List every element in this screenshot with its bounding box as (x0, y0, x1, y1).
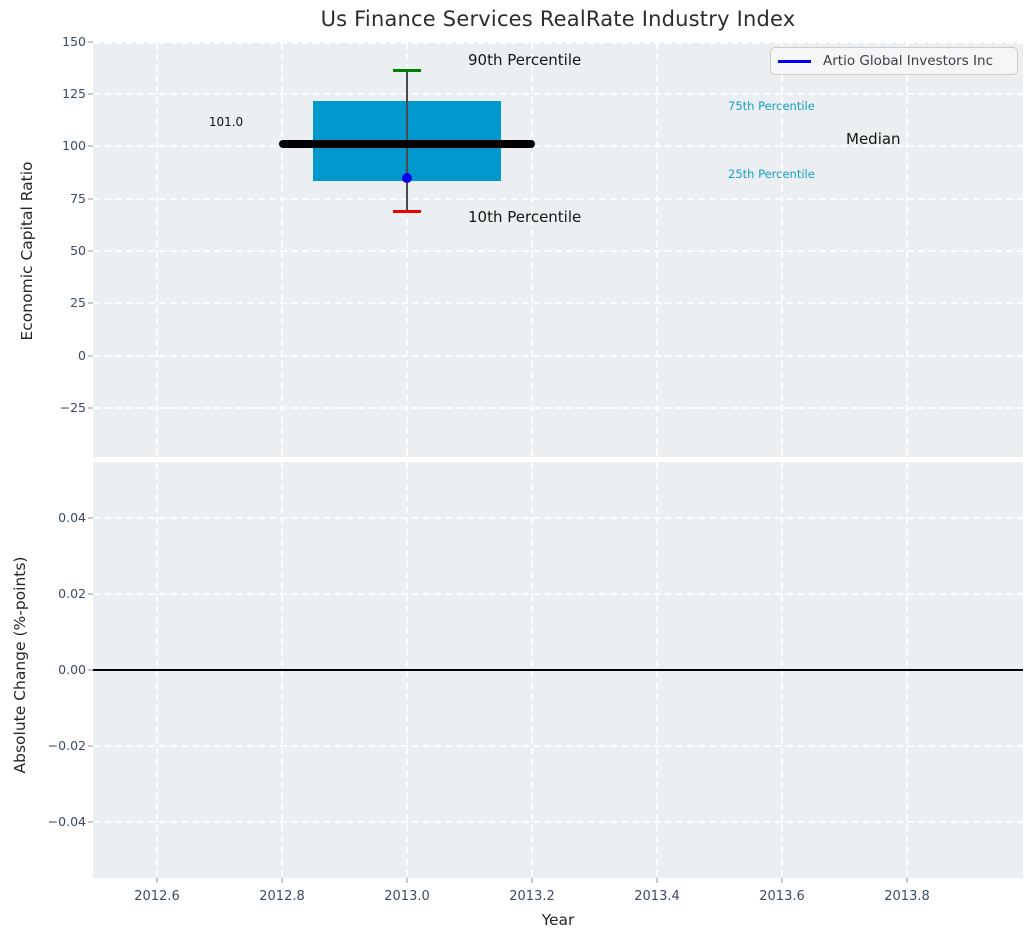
gridline-h (93, 249, 1023, 252)
p10-cap (393, 209, 421, 213)
gridline-v (781, 42, 783, 457)
gridline-h (93, 517, 1023, 520)
gridline-h (93, 354, 1023, 357)
gridline-h (93, 42, 1023, 44)
legend: Artio Global Investors Inc (770, 47, 1018, 75)
y-tick-mark (88, 197, 93, 200)
y-tick-label: 125 (62, 85, 86, 101)
y-tick-label: −0.02 (47, 737, 86, 753)
y-tick-mark (88, 249, 93, 252)
y-tick-mark (88, 517, 93, 520)
annotation-median-value: 101.0 (208, 115, 244, 130)
x-tick-label: 2013.6 (759, 889, 805, 904)
x-tick-label: 2012.6 (134, 889, 180, 904)
gridline-h (93, 744, 1023, 747)
annotation-median: Median (846, 130, 901, 149)
x-tick-mark (781, 878, 783, 883)
y-tick-label: 0.02 (58, 586, 86, 602)
y-tick-mark (88, 593, 93, 596)
gridline-v (531, 42, 533, 457)
y-tick-mark (88, 406, 93, 409)
x-tick-label: 2013.0 (384, 889, 430, 904)
gridline-v (406, 42, 408, 457)
y-tick-mark (88, 145, 93, 148)
gridline-v (281, 42, 283, 457)
annotation-75th-percentile: 75th Percentile (728, 99, 815, 114)
median-line (278, 140, 536, 149)
y-tick-label: 150 (62, 33, 86, 49)
gridline-h (93, 406, 1023, 409)
x-tick-label: 2012.8 (259, 889, 305, 904)
gridline-h (93, 820, 1023, 823)
annotation-10th-percentile: 10th Percentile (468, 208, 582, 227)
legend-series-label: Artio Global Investors Inc (823, 53, 993, 69)
gridline-h (93, 145, 1023, 148)
x-tick-mark (281, 878, 283, 883)
chart-title: Us Finance Services RealRate Industry In… (320, 7, 796, 31)
annotation-90th-percentile: 90th Percentile (468, 51, 582, 70)
x-tick-mark (406, 878, 408, 883)
p90-cap (393, 69, 421, 73)
gridline-h (93, 593, 1023, 596)
x-tick-mark (156, 878, 158, 883)
x-tick-label: 2013.8 (884, 889, 930, 904)
company-data-point (402, 172, 412, 183)
x-tick-mark (906, 878, 908, 883)
y-tick-mark (88, 669, 93, 671)
gridline-h (93, 302, 1023, 305)
zero-line (93, 669, 1023, 671)
y-tick-mark (88, 744, 93, 747)
y-tick-label: 25 (70, 295, 86, 311)
gridline-h (93, 92, 1023, 95)
x-tick-label: 2013.2 (509, 889, 555, 904)
y-tick-label: −25 (59, 399, 86, 415)
gridline-v (906, 42, 908, 457)
y-tick-label: 50 (70, 242, 86, 258)
x-axis-label: Year (541, 911, 575, 929)
y-tick-label: 0 (78, 347, 86, 363)
y-tick-mark (88, 302, 93, 305)
gridline-v (156, 42, 158, 457)
y-tick-label: −0.04 (47, 813, 86, 829)
legend-line-swatch (778, 59, 811, 63)
y-tick-mark (88, 40, 93, 43)
annotation-25th-percentile: 25th Percentile (728, 166, 815, 181)
y-tick-mark (88, 354, 93, 357)
y-tick-mark (88, 820, 93, 823)
y-tick-mark (88, 92, 93, 95)
x-tick-label: 2013.4 (634, 889, 680, 904)
gridline-h (93, 197, 1023, 200)
y-tick-label: 0.04 (58, 510, 86, 526)
x-tick-mark (531, 878, 533, 883)
y-tick-label: 75 (70, 190, 86, 206)
gridline-v (656, 42, 658, 457)
top-plot-area: 90th Percentile 10th Percentile 75th Perce… (93, 42, 1023, 457)
x-tick-mark (656, 878, 658, 883)
y-tick-label: 100 (62, 138, 86, 154)
bottom-plot-area (93, 462, 1023, 878)
y-tick-label: 0.00 (58, 662, 86, 677)
